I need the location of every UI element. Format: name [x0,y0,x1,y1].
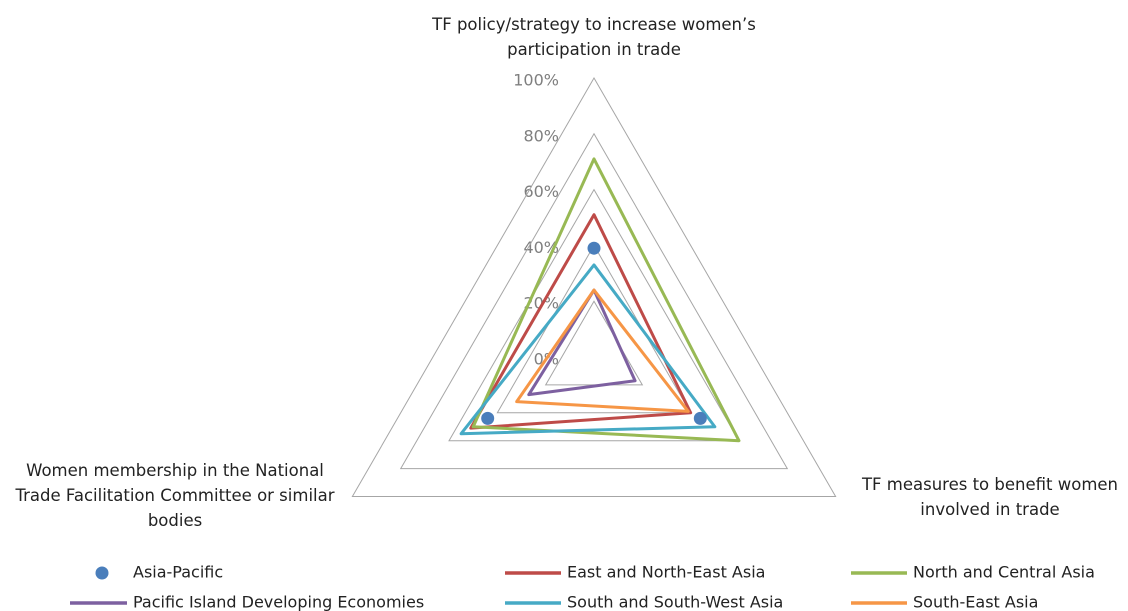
grid-ring [351,77,837,497]
axis-label: TF measures to benefit women involved in… [861,475,1119,519]
series-line [459,263,717,436]
legend-label: North and Central Asia [913,563,1095,582]
legend-label: East and North-East Asia [567,563,765,582]
r-tick-label: 80% [523,126,559,145]
series-line [469,213,693,430]
legend-marker [95,566,109,580]
legend-label: South-East Asia [913,593,1038,611]
legend-label: Asia-Pacific [133,563,223,582]
data-point [587,241,601,255]
legend-label: South and South-West Asia [567,593,783,611]
grid-ring [448,188,740,442]
series-line [471,157,741,443]
data-point [693,411,707,425]
grid-ring [399,132,789,470]
series-line [515,288,690,413]
series-line [527,288,637,397]
r-tick-label: 60% [523,182,559,201]
data-point [481,411,495,425]
axis-label: TF policy/strategy to increase women’s p… [432,15,756,59]
r-tick-label: 40% [523,238,559,257]
r-tick-label: 100% [513,71,559,90]
axis-label: Women membership in the National Trade F… [15,461,335,530]
legend-label: Pacific Island Developing Economies [133,593,424,611]
